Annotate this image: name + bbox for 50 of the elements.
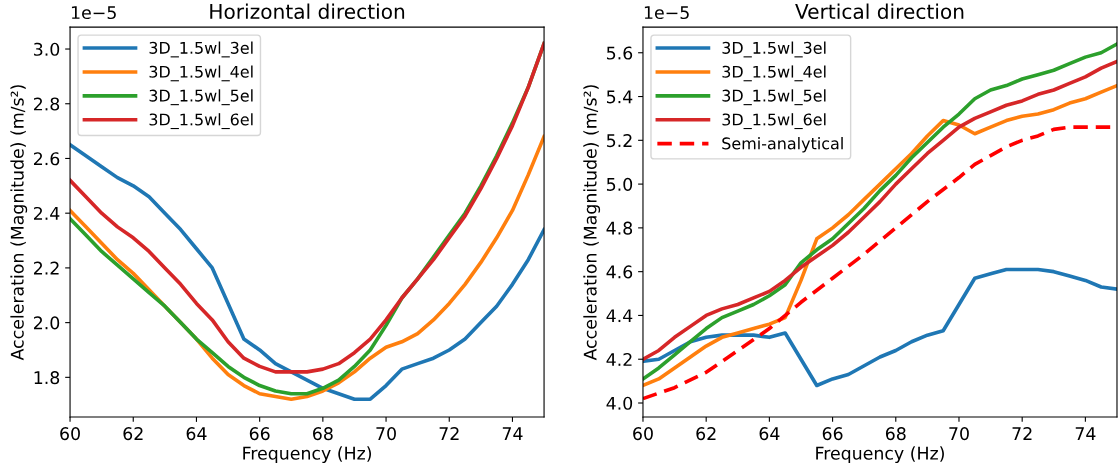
x-tick-label: 62 xyxy=(696,427,716,441)
x-axis-title: Frequency (Hz) xyxy=(243,446,372,464)
y-tick-label: 2.6 xyxy=(33,152,60,166)
x-axis-title: Frequency (Hz) xyxy=(816,446,944,464)
x-tick-label: 62 xyxy=(123,427,143,441)
y-axis-title: Acceleration (Magnitude) (m/s²) xyxy=(583,85,601,361)
x-tick-label: 74 xyxy=(1075,427,1096,440)
y-axis-title: Acceleration (Magnitude) (m/s²) xyxy=(10,85,28,361)
y-tick-label: 4.0 xyxy=(606,396,633,410)
legend-label: 3D_1.5wl_5el xyxy=(722,89,826,106)
x-tick-label: 70 xyxy=(376,427,396,441)
x-tick-label: 60 xyxy=(633,427,653,441)
x-tick-label: 64 xyxy=(186,427,207,441)
x-tick-label: 64 xyxy=(759,427,780,441)
y-tick-label: 4.2 xyxy=(606,352,632,366)
y-tick-label: 3.0 xyxy=(34,42,60,56)
y-tick-label: 5.2 xyxy=(606,134,632,148)
line-series xyxy=(642,267,1117,388)
legend-label: 3D_1.5wl_5el xyxy=(149,89,253,106)
legend-label: 3D_1.5wl_4el xyxy=(722,65,826,82)
x-tick-label: 70 xyxy=(949,427,969,441)
y-tick-label: 5.6 xyxy=(606,46,633,60)
chart-title: Horizontal direction xyxy=(210,3,405,20)
x-tick-label: 66 xyxy=(822,427,843,441)
y-tick-label: 5.0 xyxy=(606,177,633,191)
y-tick-label: 2.0 xyxy=(33,316,60,330)
chart-title: Vertical direction xyxy=(795,3,964,20)
x-tick-label: 68 xyxy=(885,427,906,441)
y-tick-label: 4.8 xyxy=(606,221,633,235)
text: 1e−5 xyxy=(71,6,116,20)
legend-label: 3D_1.5wl_3el xyxy=(722,41,826,58)
x-tick-label: 72 xyxy=(1012,427,1032,440)
text: 1e−5 xyxy=(644,6,689,20)
legend-label: 3D_1.5wl_6el xyxy=(149,113,253,130)
legend-label: 3D_1.5wl_4el xyxy=(149,65,253,82)
legend-label: Semi-analytical xyxy=(722,137,843,153)
y-tick-label: 4.6 xyxy=(606,265,633,279)
x-tick-label: 66 xyxy=(249,427,270,441)
x-tick-label: 68 xyxy=(313,427,333,441)
y-tick-label: 5.4 xyxy=(606,90,633,104)
x-tick-label: 72 xyxy=(439,427,459,440)
legend-label: 3D_1.5wl_6el xyxy=(722,113,826,130)
y-tick-label: 4.4 xyxy=(606,309,633,323)
x-tick-label: 60 xyxy=(60,427,80,441)
y-tick-label: 2.8 xyxy=(33,97,60,111)
x-tick-label: 74 xyxy=(502,427,523,440)
y-tick-label: 1.8 xyxy=(34,371,60,385)
y-tick-label: 2.2 xyxy=(33,261,59,275)
y-tick-label: 2.4 xyxy=(33,206,60,220)
legend-label: 3D_1.5wl_3el xyxy=(149,41,253,58)
